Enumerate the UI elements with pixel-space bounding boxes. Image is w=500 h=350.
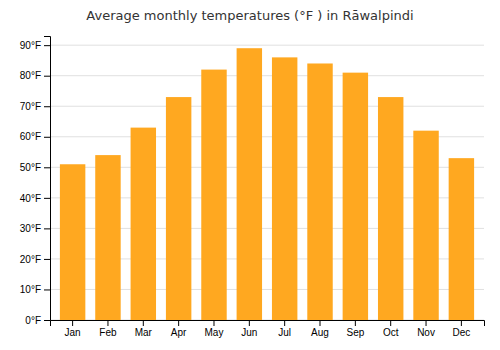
y-tick: 0°F <box>25 315 50 326</box>
x-tick: Nov <box>417 320 435 338</box>
x-tick: Aug <box>311 320 329 338</box>
x-tick-label: Jan <box>65 327 81 338</box>
x-tick: Jul <box>278 320 291 338</box>
x-tick-label: Jun <box>241 327 257 338</box>
x-tick: Sep <box>346 320 364 338</box>
bars <box>60 48 474 320</box>
y-axis-line <box>44 37 51 321</box>
x-tick: May <box>205 320 224 338</box>
y-tick-mark <box>44 259 50 260</box>
grid-line <box>50 45 484 46</box>
x-axis-line <box>51 321 485 327</box>
y-tick-label: 70°F <box>20 101 41 112</box>
x-tick-label: Mar <box>135 327 153 338</box>
y-tick-mark <box>44 320 50 321</box>
x-tick-label: Dec <box>452 327 470 338</box>
x-tick-label: Sep <box>346 327 364 338</box>
x-tick-label: Oct <box>383 327 399 338</box>
x-tick-mark <box>390 320 391 326</box>
x-tick-mark <box>461 320 462 326</box>
y-tick: 60°F <box>20 131 50 142</box>
y-tick-label: 10°F <box>20 284 41 295</box>
plot: Jan Feb Mar Apr May Jun Jul Aug Sep Oct Nov Dec 0°F 1… <box>20 37 485 339</box>
x-tick-mark <box>426 320 427 326</box>
x-tick: Oct <box>383 320 399 338</box>
x-tick: Dec <box>452 320 470 338</box>
x-tick-label: Feb <box>99 327 117 338</box>
bar <box>131 128 156 320</box>
x-tick: Apr <box>171 320 187 338</box>
x-tick-mark <box>178 320 179 326</box>
x-tick-label: Apr <box>171 327 187 338</box>
y-tick: 50°F <box>20 162 50 173</box>
x-tick: Jan <box>65 320 81 338</box>
x-tick-label: Jul <box>278 327 291 338</box>
grid <box>50 45 484 320</box>
x-tick-label: May <box>205 327 224 338</box>
bar <box>237 48 262 320</box>
y-tick-label: 0°F <box>25 315 41 326</box>
y-tick-mark <box>44 198 50 199</box>
bar <box>378 97 403 320</box>
x-tick: Jun <box>241 320 257 338</box>
y-tick: 40°F <box>20 193 50 204</box>
x-tick-mark <box>320 320 321 326</box>
x-tick-mark <box>284 320 285 326</box>
bar <box>343 73 368 320</box>
y-tick-label: 20°F <box>20 254 41 265</box>
y-tick: 90°F <box>20 40 50 51</box>
bar <box>449 158 474 320</box>
y-tick-label: 50°F <box>20 162 41 173</box>
bar <box>413 131 438 320</box>
grid-line <box>50 75 484 76</box>
y-tick-mark <box>44 76 50 77</box>
y-tick-label: 40°F <box>20 193 41 204</box>
title: Average monthly temperatures (°F ) in Rā… <box>86 8 413 23</box>
bar <box>95 155 120 320</box>
y-tick-mark <box>44 45 50 46</box>
y-tick: 80°F <box>20 70 50 81</box>
x-axis: Jan Feb Mar Apr May Jun Jul Aug Sep Oct Nov Dec <box>51 320 485 338</box>
y-tick: 30°F <box>20 223 50 234</box>
x-tick-label: Aug <box>311 327 329 338</box>
bar <box>201 70 226 320</box>
y-axis: 0°F 10°F 20°F 30°F 40°F 50°F 60°F 70°F 80°F 90°F <box>20 37 51 326</box>
x-tick-mark <box>213 320 214 326</box>
y-tick-label: 80°F <box>20 70 41 81</box>
x-tick-mark <box>143 320 144 326</box>
y-tick-label: 90°F <box>20 40 41 51</box>
y-tick: 20°F <box>20 254 50 265</box>
y-tick-mark <box>44 137 50 138</box>
x-tick-mark <box>249 320 250 326</box>
grid-line <box>50 106 484 107</box>
y-tick-mark <box>44 228 50 229</box>
y-tick-label: 60°F <box>20 131 41 142</box>
bar <box>60 164 85 320</box>
y-tick: 70°F <box>20 101 50 112</box>
x-tick-label: Nov <box>417 327 435 338</box>
y-tick-mark <box>44 106 50 107</box>
x-tick: Feb <box>99 320 117 338</box>
x-tick-mark <box>72 320 73 326</box>
y-tick: 10°F <box>20 284 50 295</box>
y-tick-label: 30°F <box>20 223 41 234</box>
chart: Average monthly temperatures (°F ) in Rā… <box>0 0 500 350</box>
bar <box>307 63 332 320</box>
y-tick-mark <box>44 167 50 168</box>
y-tick-mark <box>44 289 50 290</box>
bar <box>166 97 191 320</box>
x-tick-mark <box>355 320 356 326</box>
x-tick: Mar <box>135 320 153 338</box>
x-tick-mark <box>107 320 108 326</box>
bar <box>272 57 297 320</box>
